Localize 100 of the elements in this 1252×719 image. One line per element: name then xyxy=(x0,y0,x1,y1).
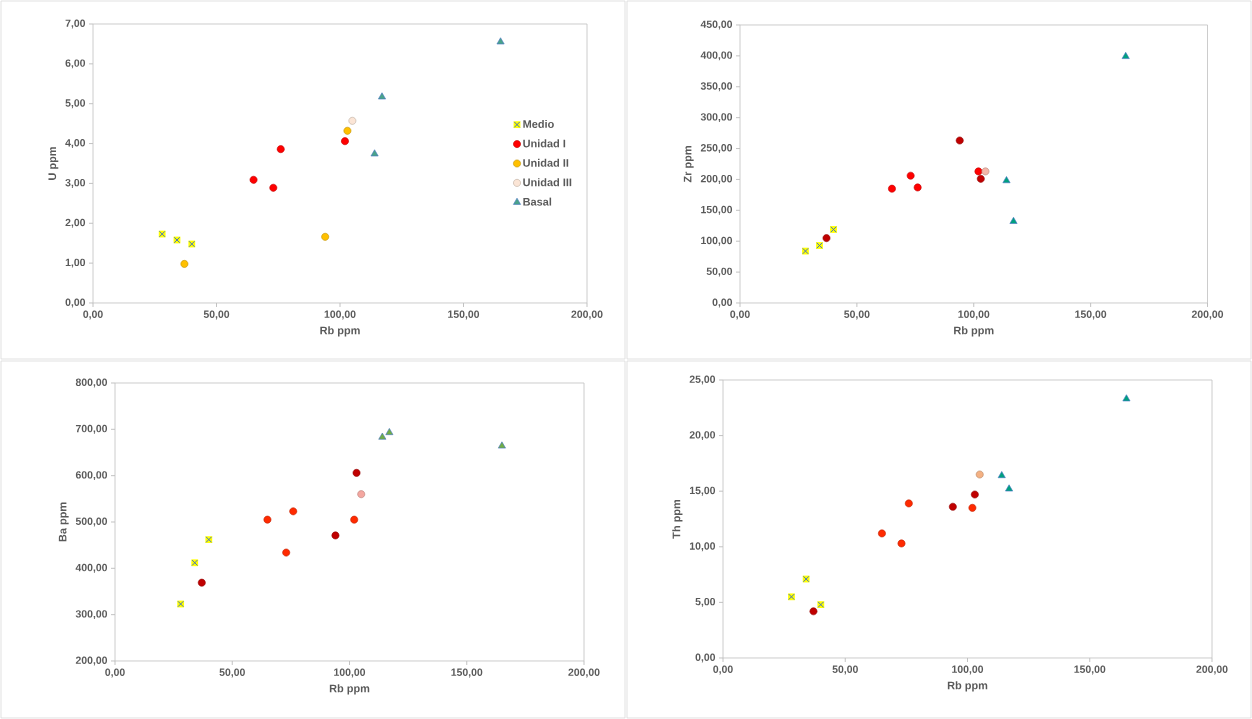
point xyxy=(904,499,913,508)
point xyxy=(1005,484,1013,492)
legend-label: Unidad I xyxy=(523,139,566,148)
x-tick-label: 0,00 xyxy=(105,668,125,678)
y-tick-label: 350,00 xyxy=(700,82,733,92)
y-tick-label: 700,00 xyxy=(75,424,108,434)
point xyxy=(906,171,915,180)
x-tick-label: 150,00 xyxy=(451,668,483,678)
point xyxy=(809,607,818,616)
y-axis-title: U ppm xyxy=(48,147,59,180)
point xyxy=(1121,52,1130,59)
y-tick-label: 450,00 xyxy=(700,20,733,30)
x-tick-label: 50,00 xyxy=(832,665,858,675)
point xyxy=(331,531,340,540)
point xyxy=(378,92,386,100)
point xyxy=(385,428,394,435)
point xyxy=(974,167,983,176)
point xyxy=(197,578,206,587)
y-axis-title: Th ppm xyxy=(672,499,683,539)
y-tick-label: 2,00 xyxy=(65,218,86,228)
point xyxy=(496,37,505,45)
x-axis-title: Rb ppm xyxy=(329,684,370,695)
x-tick-label: 50,00 xyxy=(844,310,870,320)
legend-label: Unidad II xyxy=(523,158,569,167)
point xyxy=(263,515,272,524)
legend-label: Basal xyxy=(523,197,552,206)
x-tick-label: 100,00 xyxy=(334,668,366,678)
y-axis-title: Zr ppm xyxy=(683,146,694,183)
y-tick-label: 4,00 xyxy=(65,139,86,149)
y-tick-label: 400,00 xyxy=(75,563,108,573)
x-axis-title: Rb ppm xyxy=(320,326,360,337)
y-tick-label: 0,00 xyxy=(712,298,733,308)
point xyxy=(249,175,258,184)
point xyxy=(370,149,379,157)
y-axis-title: Ba ppm xyxy=(58,502,69,542)
point xyxy=(968,503,977,512)
point xyxy=(343,126,352,135)
point xyxy=(822,234,831,242)
y-tick-label: 100,00 xyxy=(701,236,733,246)
point xyxy=(276,145,285,154)
x-tick-label: 150,00 xyxy=(1075,310,1107,320)
point xyxy=(321,232,330,241)
point xyxy=(352,468,361,477)
x-tick-label: 200,00 xyxy=(568,668,600,678)
y-tick-label: 1,00 xyxy=(65,258,86,268)
point xyxy=(282,548,291,557)
x-tick-label: 50,00 xyxy=(219,668,245,678)
point xyxy=(970,490,979,499)
point xyxy=(1009,216,1018,224)
x-axis-title: Rb ppm xyxy=(954,326,994,337)
x-tick-label: 100,00 xyxy=(324,310,356,320)
x-tick-label: 100,00 xyxy=(958,310,990,320)
y-tick-label: 20,00 xyxy=(689,431,716,441)
point xyxy=(878,529,886,538)
point xyxy=(350,515,359,524)
y-tick-label: 15,00 xyxy=(689,486,716,496)
y-tick-label: 200,00 xyxy=(75,656,108,666)
x-tick-label: 200,00 xyxy=(1196,665,1228,675)
point xyxy=(357,490,366,499)
y-tick-label: 200,00 xyxy=(700,174,733,184)
x-axis-title: Rb ppm xyxy=(947,681,988,692)
legend-label: Unidad III xyxy=(523,178,572,187)
point xyxy=(498,441,506,449)
y-tick-label: 5,00 xyxy=(695,597,716,607)
x-tick-label: 100,00 xyxy=(952,665,984,675)
point xyxy=(1122,394,1131,402)
point xyxy=(948,502,957,511)
y-tick-label: 5,00 xyxy=(65,99,86,109)
x-tick-label: 200,00 xyxy=(1191,310,1224,320)
point xyxy=(378,432,387,440)
y-tick-label: 0,00 xyxy=(65,298,86,308)
point xyxy=(913,183,922,192)
point xyxy=(888,184,896,193)
point xyxy=(1002,176,1011,184)
y-tick-label: 0,00 xyxy=(695,653,716,663)
point xyxy=(997,471,1006,479)
x-tick-label: 0,00 xyxy=(730,310,750,320)
y-tick-label: 150,00 xyxy=(701,205,733,215)
point xyxy=(955,136,964,145)
x-tick-label: 150,00 xyxy=(1074,665,1106,675)
point xyxy=(976,174,985,183)
point xyxy=(897,539,906,548)
x-tick-label: 150,00 xyxy=(448,310,480,320)
y-tick-label: 300,00 xyxy=(700,113,733,123)
y-tick-label: 500,00 xyxy=(75,517,108,527)
point xyxy=(180,260,189,268)
y-tick-label: 600,00 xyxy=(75,471,108,481)
point xyxy=(981,167,990,176)
y-tick-label: 10,00 xyxy=(689,542,716,552)
y-tick-label: 300,00 xyxy=(75,610,108,620)
point xyxy=(975,470,984,479)
y-tick-label: 50,00 xyxy=(706,267,733,277)
point xyxy=(269,183,278,192)
y-tick-label: 7,00 xyxy=(65,19,86,29)
x-tick-label: 50,00 xyxy=(203,310,230,320)
y-tick-label: 25,00 xyxy=(689,375,716,385)
x-tick-label: 200,00 xyxy=(571,310,603,320)
y-tick-label: 800,00 xyxy=(75,378,108,388)
y-tick-label: 6,00 xyxy=(65,59,86,69)
point xyxy=(341,137,349,146)
